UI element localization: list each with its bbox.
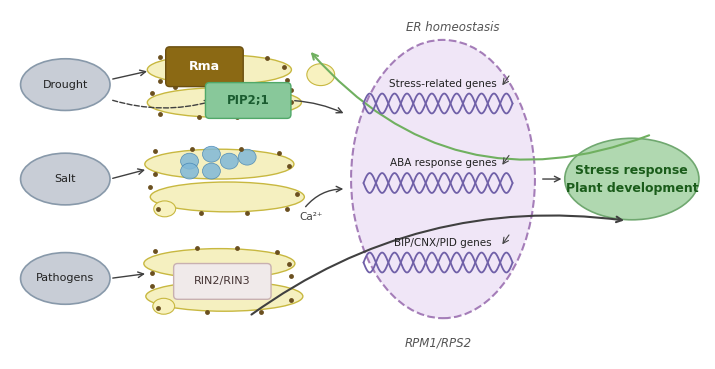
Text: Salt: Salt	[54, 174, 76, 184]
FancyBboxPatch shape	[174, 263, 271, 299]
FancyBboxPatch shape	[205, 83, 291, 118]
Ellipse shape	[153, 298, 174, 314]
Ellipse shape	[181, 153, 199, 169]
Ellipse shape	[144, 249, 295, 279]
Text: Drought: Drought	[43, 80, 88, 90]
Ellipse shape	[220, 153, 238, 169]
Ellipse shape	[21, 253, 110, 304]
Ellipse shape	[351, 40, 535, 318]
Ellipse shape	[21, 59, 110, 110]
Ellipse shape	[150, 182, 305, 212]
Ellipse shape	[202, 163, 220, 179]
Text: Rma: Rma	[189, 60, 220, 73]
Ellipse shape	[21, 153, 110, 205]
Ellipse shape	[146, 282, 303, 311]
Ellipse shape	[147, 87, 301, 117]
Text: Stress response
Plant development: Stress response Plant development	[566, 163, 698, 194]
FancyBboxPatch shape	[166, 47, 243, 87]
Ellipse shape	[147, 55, 292, 85]
Ellipse shape	[154, 201, 176, 217]
Text: ABA response genes: ABA response genes	[390, 158, 496, 168]
Ellipse shape	[202, 146, 220, 162]
Ellipse shape	[238, 149, 256, 165]
Ellipse shape	[181, 163, 199, 179]
Ellipse shape	[145, 149, 294, 179]
Text: Ca²⁺: Ca²⁺	[299, 212, 322, 222]
Text: BIP/CNX/PID genes: BIP/CNX/PID genes	[394, 238, 492, 248]
Text: RPM1/RPS2: RPM1/RPS2	[405, 337, 472, 349]
Text: PIP2;1: PIP2;1	[227, 94, 270, 107]
Text: ER homeostasis: ER homeostasis	[406, 21, 500, 34]
Ellipse shape	[307, 64, 335, 86]
Text: RIN2/RIN3: RIN2/RIN3	[194, 276, 251, 286]
Text: Pathogens: Pathogens	[36, 273, 94, 283]
Ellipse shape	[565, 138, 699, 220]
Text: Stress-related genes: Stress-related genes	[389, 79, 497, 89]
